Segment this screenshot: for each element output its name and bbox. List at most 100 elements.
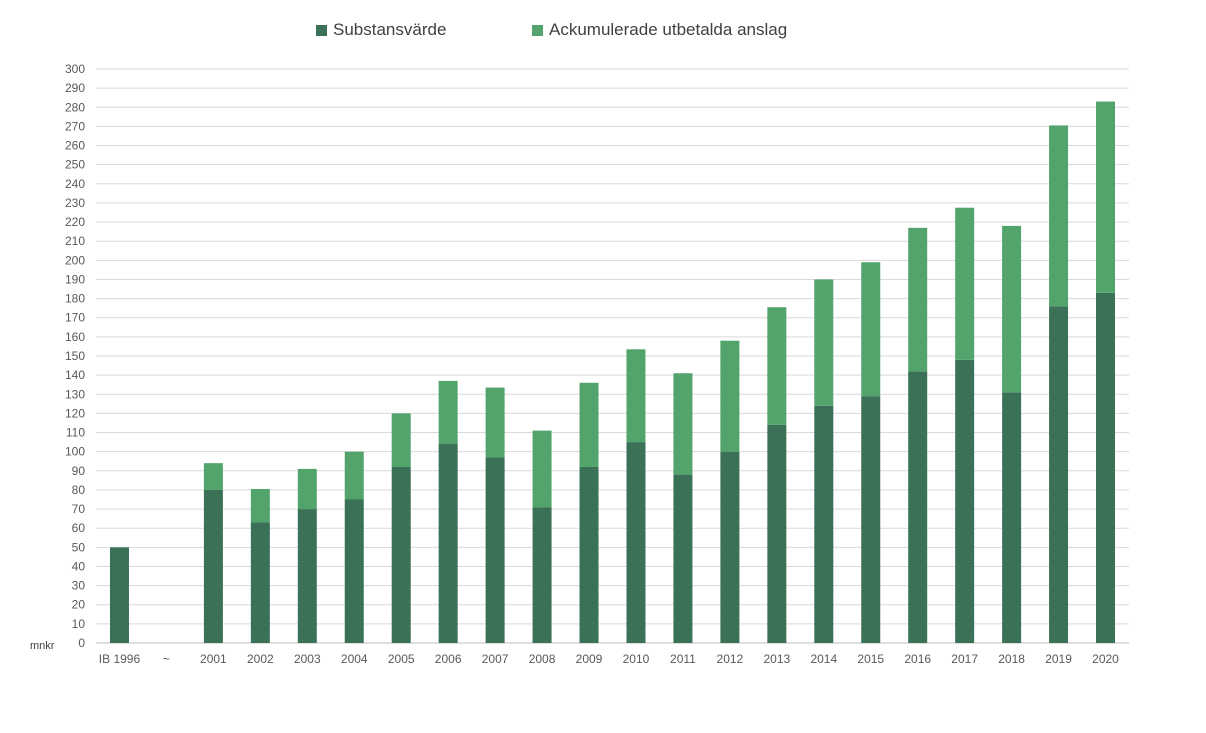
- x-tick-label: 2003: [294, 652, 321, 666]
- x-tick-label: 2013: [763, 652, 790, 666]
- y-tick-label: 160: [65, 330, 85, 344]
- x-tick-label: IB 1996: [99, 652, 141, 666]
- x-tick-label: 2008: [529, 652, 556, 666]
- bar-segment: [861, 262, 881, 397]
- x-tick-label: 2019: [1045, 652, 1072, 666]
- bar-segment: [626, 442, 646, 643]
- bar-segment: [955, 359, 975, 643]
- x-tick-label: 2016: [904, 652, 931, 666]
- bar-segment: [391, 413, 411, 467]
- bar-segment: [532, 430, 552, 508]
- bar-segment: [861, 396, 881, 643]
- y-tick-label: 40: [72, 559, 86, 573]
- bar-segment: [485, 387, 505, 458]
- x-tick-label: ~: [163, 652, 170, 666]
- bars: [109, 101, 1116, 643]
- y-tick-label: 290: [65, 81, 85, 95]
- legend-label: Ackumulerade utbetalda anslag: [549, 20, 788, 39]
- bar-segment: [485, 457, 505, 643]
- y-tick-label: 150: [65, 349, 85, 363]
- x-tick-label: 2010: [623, 652, 650, 666]
- y-tick-label: 0: [78, 636, 85, 650]
- x-tick-label: 2007: [482, 652, 509, 666]
- y-axis-tick-labels: 0 10 20 30 40 50 60 70 80 90 100 110 120 130 140 150 160…: [65, 62, 85, 650]
- x-tick-label: 2018: [998, 652, 1025, 666]
- bar-segment: [767, 307, 787, 425]
- y-tick-label: 240: [65, 177, 85, 191]
- bar-segment: [720, 340, 740, 452]
- bar-segment: [908, 371, 928, 643]
- y-tick-label: 20: [72, 598, 86, 612]
- x-tick-label: 2001: [200, 652, 227, 666]
- bar-segment: [250, 488, 270, 523]
- x-tick-label: 2014: [810, 652, 837, 666]
- bar-segment: [1049, 306, 1069, 643]
- x-tick-label: 2004: [341, 652, 368, 666]
- y-tick-label: 210: [65, 234, 85, 248]
- bar-segment: [908, 227, 928, 372]
- bar-segment: [438, 444, 458, 643]
- bar-segment: [344, 499, 364, 643]
- y-tick-label: 250: [65, 158, 85, 172]
- x-tick-label: 2015: [857, 652, 884, 666]
- x-tick-label: 2011: [670, 652, 696, 666]
- x-tick-label: 2012: [717, 652, 744, 666]
- legend-swatch: [532, 24, 543, 36]
- y-tick-label: 260: [65, 139, 85, 153]
- y-tick-label: 230: [65, 196, 85, 210]
- bar-segment: [297, 509, 317, 643]
- y-tick-label: 270: [65, 119, 85, 133]
- x-tick-label: 2005: [388, 652, 415, 666]
- x-tick-label: 2009: [576, 652, 603, 666]
- bar-segment: [579, 382, 599, 467]
- y-tick-label: 140: [65, 368, 85, 382]
- bar-segment: [1002, 392, 1022, 643]
- bar-segment: [203, 489, 223, 643]
- legend-label: Substansvärde: [333, 20, 447, 39]
- bar-segment: [1049, 125, 1069, 307]
- legend-item-ackumulerade: Ackumulerade utbetalda anslag: [532, 18, 787, 42]
- bar-segment: [673, 373, 693, 475]
- legend-item-substansvarde: Substansvärde: [316, 18, 446, 42]
- x-tick-label: 2006: [435, 652, 462, 666]
- y-tick-label: 220: [65, 215, 85, 229]
- x-tick-label: 2017: [951, 652, 978, 666]
- bar-segment: [250, 522, 270, 643]
- y-tick-label: 130: [65, 387, 85, 401]
- bar-segment: [1096, 292, 1116, 643]
- bar-segment: [297, 468, 317, 510]
- bar-segment: [673, 474, 693, 643]
- bar-segment: [344, 451, 364, 500]
- y-tick-label: 80: [72, 483, 86, 497]
- bar-segment: [391, 466, 411, 643]
- bar-segment: [1002, 225, 1022, 393]
- y-tick-label: 300: [65, 62, 85, 76]
- y-tick-label: 10: [72, 617, 86, 631]
- x-tick-label: 2002: [247, 652, 274, 666]
- x-axis-tick-labels: IB 1996 ~2001 2002 2003 2004 2005 2006 2007 2008…: [99, 652, 1119, 666]
- y-tick-label: 200: [65, 253, 85, 267]
- y-tick-label: 180: [65, 292, 85, 306]
- bar-segment: [767, 424, 787, 643]
- bar-segment: [955, 207, 975, 360]
- y-tick-label: 110: [66, 426, 85, 440]
- bar-segment: [720, 451, 740, 643]
- bar-segment: [814, 279, 834, 406]
- x-tick-label: 2020: [1092, 652, 1119, 666]
- bar-segment: [438, 380, 458, 445]
- y-tick-label: 60: [72, 521, 86, 535]
- legend-swatch: [316, 24, 327, 36]
- y-tick-label: 190: [65, 272, 85, 286]
- y-tick-label: 280: [65, 100, 85, 114]
- bar-segment: [109, 547, 129, 643]
- bar-segment: [579, 466, 599, 643]
- bar-segment: [203, 463, 223, 490]
- bar-segment: [1096, 101, 1116, 293]
- y-axis-unit-label: mnkr: [30, 640, 55, 652]
- y-tick-label: 100: [65, 445, 85, 459]
- y-tick-label: 120: [65, 406, 85, 420]
- y-tick-label: 90: [72, 464, 86, 478]
- y-tick-label: 70: [72, 502, 86, 516]
- bar-segment: [532, 507, 552, 643]
